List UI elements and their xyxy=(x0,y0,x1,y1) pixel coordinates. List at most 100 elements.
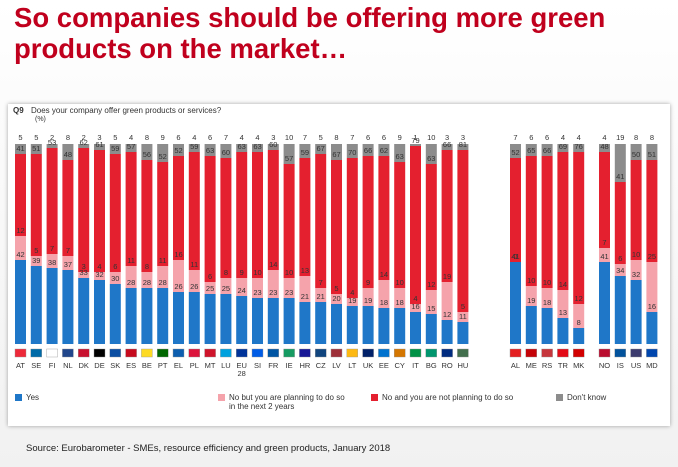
bar-planning-eu-28 xyxy=(236,278,248,296)
value-label-yes: 19 xyxy=(364,296,372,305)
bar-dont-know-us xyxy=(630,144,642,160)
bar-not-planning-ro xyxy=(441,150,453,282)
bar-yes-rs xyxy=(541,308,553,344)
value-label-yes: 19 xyxy=(348,296,356,305)
value-label-not-planning: 60 xyxy=(269,140,277,149)
bar-yes-si xyxy=(252,298,263,344)
value-label-not-planning: 67 xyxy=(332,150,340,159)
flag-cz xyxy=(315,348,327,358)
bar-not-planning-at xyxy=(15,154,26,236)
bar-dont-know-ro xyxy=(441,144,453,150)
value-label-planning: 9 xyxy=(240,268,244,277)
value-label-dont-know: 3 xyxy=(97,133,101,142)
bar-dont-know-se xyxy=(30,144,42,154)
value-label-planning: 5 xyxy=(461,302,465,311)
flag-hr xyxy=(299,348,311,358)
value-label-yes: 33 xyxy=(80,268,88,277)
bar-not-planning-bg xyxy=(425,164,437,290)
value-label-dont-know: 4 xyxy=(240,133,244,142)
value-label-not-planning: 52 xyxy=(159,152,167,161)
bar-dont-know-cy xyxy=(394,144,406,162)
value-label-yes: 25 xyxy=(222,284,230,293)
value-label-not-planning: 63 xyxy=(396,152,404,161)
bar-planning-bg xyxy=(425,290,437,314)
value-label-not-planning: 70 xyxy=(348,148,356,157)
value-label-planning: 25 xyxy=(648,252,656,261)
category-label: LU xyxy=(221,361,231,370)
category-label: ME xyxy=(526,361,537,370)
bar-planning-lu xyxy=(220,278,232,294)
bar-planning-cz xyxy=(315,288,327,302)
bar-dont-know-md xyxy=(646,144,658,160)
bar-dont-know-de xyxy=(94,144,105,150)
flag-si xyxy=(251,348,264,358)
value-label-planning: 19 xyxy=(443,272,451,281)
value-label-planning: 3 xyxy=(82,262,86,271)
bar-yes-al xyxy=(510,262,521,344)
category-label: SE xyxy=(31,361,41,370)
bar-dont-know-ee xyxy=(378,144,390,156)
value-label-planning: 0 xyxy=(513,252,517,261)
value-label-dont-know: 8 xyxy=(145,133,149,142)
legend-label-dont-know: Don't know xyxy=(567,393,607,402)
bar-dont-know-fr xyxy=(267,144,279,150)
category-label: HU xyxy=(457,361,468,370)
value-label-dont-know: 7 xyxy=(350,133,354,142)
bar-dont-know-no xyxy=(599,144,610,152)
value-label-yes: 21 xyxy=(301,292,309,301)
category-label: PL xyxy=(190,361,199,370)
bar-not-planning-mk xyxy=(573,152,585,304)
bar-planning-rs xyxy=(541,288,553,308)
value-label-not-planning: 53 xyxy=(48,138,56,147)
value-label-dont-know: 4 xyxy=(255,133,259,142)
category-label: CZ xyxy=(316,361,326,370)
value-label-not-planning: 63 xyxy=(238,142,246,151)
flag-bg xyxy=(425,348,437,358)
value-label-planning: 4 xyxy=(413,294,417,303)
category-label: CY xyxy=(394,361,404,370)
value-label-dont-know: 7 xyxy=(303,133,307,142)
value-label-dont-know: 9 xyxy=(161,133,165,142)
bar-planning-se xyxy=(30,256,42,266)
value-label-yes: 16 xyxy=(648,302,656,311)
category-label: US xyxy=(631,361,641,370)
legend-label-not-planning: No and you are not planning to do so xyxy=(382,393,514,402)
bar-dont-know-fi xyxy=(46,144,58,148)
value-label-dont-know: 8 xyxy=(334,133,338,142)
value-label-yes: 13 xyxy=(559,308,567,317)
value-label-planning: 7 xyxy=(66,246,70,255)
bar-not-planning-fi xyxy=(46,148,58,254)
bar-not-planning-mt xyxy=(204,156,216,282)
category-label: UK xyxy=(363,361,373,370)
bar-planning-ro xyxy=(441,282,453,320)
value-label-yes: 18 xyxy=(543,298,551,307)
value-label-yes: 23 xyxy=(285,288,293,297)
legend-label-planning: No but you are planning to do so in the … xyxy=(229,393,345,411)
bar-yes-bg xyxy=(425,314,437,344)
value-label-dont-know: 2 xyxy=(50,133,54,142)
legend-label-yes: Yes xyxy=(26,393,40,402)
value-label-yes: 20 xyxy=(332,294,340,303)
flag-is xyxy=(614,348,626,358)
bar-dont-know-be xyxy=(141,144,153,160)
value-label-not-planning: 63 xyxy=(427,154,435,163)
value-label-dont-know: 6 xyxy=(382,133,386,142)
value-label-planning: 4 xyxy=(97,262,101,271)
bar-dont-know-pt xyxy=(157,144,169,162)
bar-dont-know-it xyxy=(410,144,421,146)
bar-yes-us xyxy=(630,280,642,344)
value-label-planning: 4 xyxy=(350,288,354,297)
value-label-yes: 28 xyxy=(127,278,135,287)
value-label-planning: 12 xyxy=(575,294,583,303)
bar-yes-cy xyxy=(394,308,406,344)
category-label: EL xyxy=(174,361,183,370)
bar-yes-se xyxy=(30,266,42,344)
value-label-planning: 14 xyxy=(269,260,277,269)
bar-dont-know-bg xyxy=(425,144,437,164)
bar-not-planning-hu xyxy=(457,150,469,312)
bar-yes-uk xyxy=(362,306,374,344)
flag-lt xyxy=(346,348,358,358)
bar-dont-know-mt xyxy=(204,144,216,156)
value-label-not-planning: 50 xyxy=(632,150,640,159)
bar-yes-nl xyxy=(62,270,74,344)
